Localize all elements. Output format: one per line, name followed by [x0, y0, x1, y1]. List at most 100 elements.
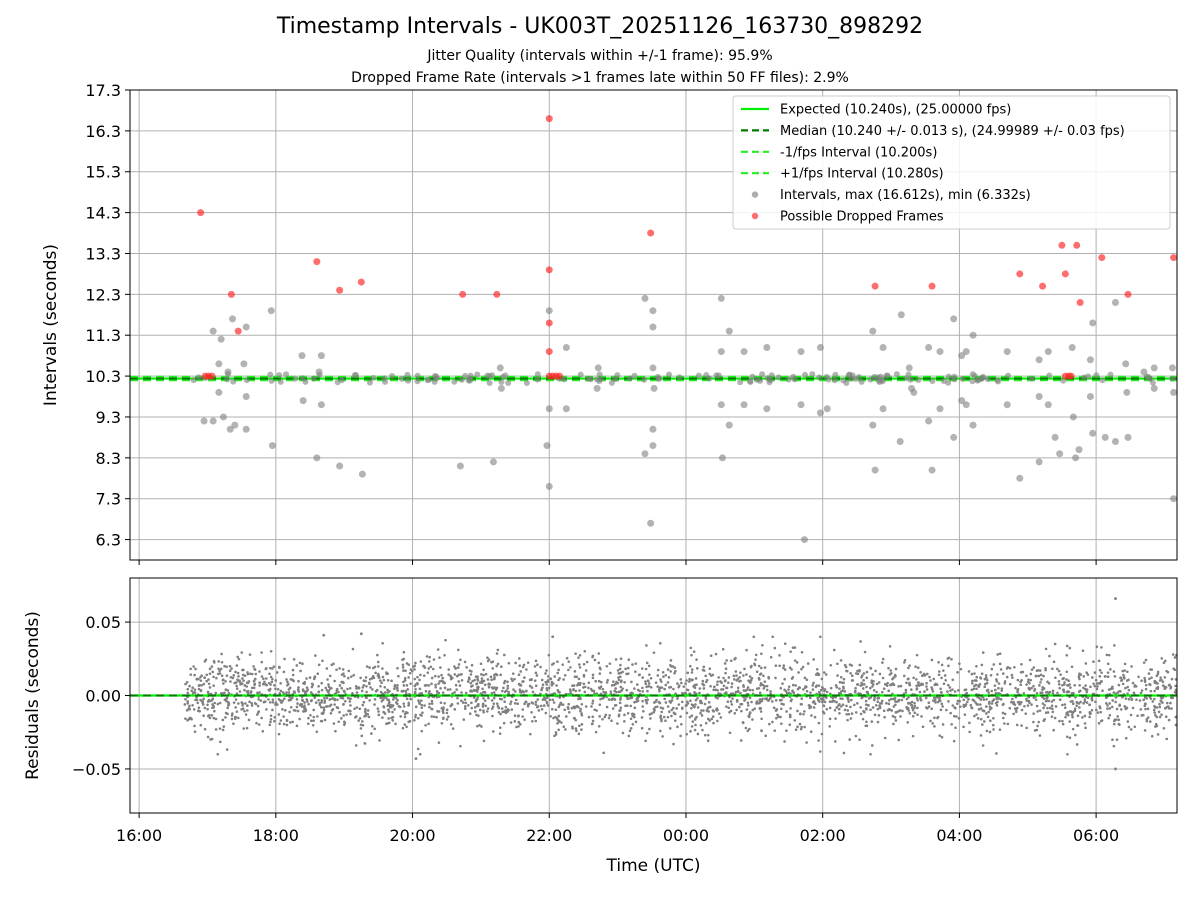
residual-point [944, 679, 948, 682]
residual-point [428, 655, 431, 659]
residual-point [1170, 677, 1174, 681]
residual-point [232, 701, 236, 704]
residual-point [601, 717, 604, 721]
residual-point [745, 648, 748, 652]
residual-point [621, 670, 624, 674]
residual-point [314, 654, 317, 657]
residual-point [692, 650, 696, 653]
residual-point [870, 720, 874, 723]
residual-point [663, 687, 666, 691]
residual-point [970, 672, 974, 676]
residual-point [1045, 699, 1049, 703]
residual-point [443, 686, 447, 690]
residual-point [913, 711, 917, 715]
residual-point [382, 710, 385, 714]
residual-point [260, 651, 263, 654]
residual-point [619, 706, 623, 710]
residual-point [413, 690, 417, 694]
residual-point [914, 665, 917, 669]
residual-point [779, 715, 782, 719]
residual-point [855, 683, 859, 686]
residual-point [441, 676, 445, 680]
residual-point [323, 699, 327, 702]
residual-point [1020, 662, 1023, 666]
residual-point [1039, 681, 1042, 684]
residual-point [360, 689, 364, 693]
residual-point [906, 677, 910, 681]
residual-point [498, 732, 502, 735]
residual-point [802, 712, 805, 716]
residual-point [347, 669, 351, 673]
residual-point [644, 680, 647, 683]
residual-point [1149, 668, 1152, 671]
residual-point [788, 723, 792, 726]
residual-point [364, 676, 368, 679]
residual-point [254, 702, 258, 706]
residual-point [913, 704, 917, 708]
residual-point [690, 653, 693, 657]
residual-point [403, 715, 407, 719]
residual-point [810, 714, 813, 717]
y-tick-label: 0.00 [85, 687, 121, 706]
residual-point [953, 706, 956, 709]
residual-point [799, 727, 803, 731]
residual-point [404, 692, 408, 695]
residual-point [297, 679, 300, 683]
residual-point [635, 700, 638, 703]
interval-point [763, 343, 771, 351]
residual-point [1098, 682, 1102, 685]
residual-point [745, 688, 749, 691]
residual-point [340, 717, 343, 720]
residual-point [898, 709, 902, 712]
residual-point [984, 676, 988, 680]
residual-point [481, 687, 484, 691]
residual-point [803, 676, 807, 680]
residual-point [774, 699, 778, 702]
residual-point [911, 708, 915, 712]
residual-point [1123, 662, 1127, 666]
residual-point [197, 677, 200, 681]
interval-point [797, 401, 805, 409]
residual-point [730, 685, 733, 689]
residual-point [388, 705, 392, 709]
residual-point [1064, 715, 1067, 719]
residual-point [988, 719, 992, 723]
residual-point [1096, 685, 1099, 688]
residual-point [741, 720, 745, 724]
residual-point [403, 677, 407, 680]
residual-point [226, 706, 229, 710]
residual-point [352, 673, 356, 677]
residual-point [554, 731, 558, 734]
residual-point [1068, 710, 1072, 713]
interval-point [1122, 360, 1130, 368]
residual-point [271, 698, 275, 701]
residual-point [184, 682, 187, 686]
residual-point [1112, 744, 1116, 748]
residual-point [809, 691, 812, 694]
interval-point [1099, 377, 1106, 384]
residual-point [693, 718, 697, 721]
residual-point [1099, 680, 1103, 683]
residual-point [428, 705, 431, 709]
residual-point [1010, 673, 1014, 677]
residual-point [546, 680, 550, 683]
residual-point [862, 679, 865, 682]
residual-point [348, 700, 352, 703]
residual-point [645, 685, 648, 689]
residual-point [762, 687, 766, 690]
residual-point [1124, 686, 1127, 690]
residual-point [396, 683, 399, 687]
residual-point [893, 716, 897, 719]
residual-point [463, 660, 467, 664]
residual-point [797, 671, 800, 674]
residual-point [742, 674, 745, 677]
interval-point [718, 454, 726, 462]
residual-point [391, 719, 395, 722]
interval-point [832, 371, 839, 378]
residual-point [286, 680, 289, 684]
dropped-frame-point [647, 229, 655, 237]
residual-point [882, 687, 886, 691]
residual-point [401, 666, 405, 669]
residual-point [503, 679, 507, 683]
residual-point [865, 670, 869, 674]
